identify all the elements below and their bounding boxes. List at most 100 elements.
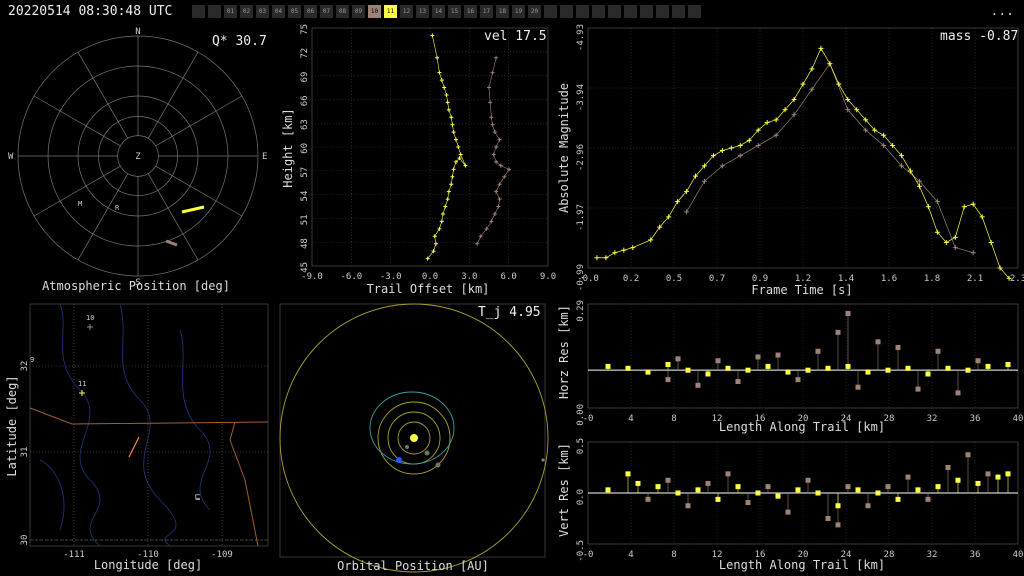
frame-cell[interactable]: 16 — [464, 5, 477, 18]
mag-ylabel: Absolute Magnitude — [557, 83, 571, 213]
frame-cell[interactable] — [192, 5, 205, 18]
mag-point — [961, 204, 967, 210]
mag-xtick: 1.8 — [924, 274, 940, 284]
vres-point — [655, 484, 661, 490]
frame-cell[interactable]: 11 — [384, 5, 397, 18]
frame-cell[interactable] — [624, 5, 637, 18]
frame-cell[interactable]: 20 — [528, 5, 541, 18]
frame-cell[interactable] — [656, 5, 669, 18]
vres-point — [675, 490, 681, 496]
frame-cell[interactable]: 04 — [272, 5, 285, 18]
vres-point — [875, 490, 881, 496]
height-ytick: 57 — [300, 167, 310, 178]
hres-point — [745, 367, 751, 373]
frame-cell[interactable]: 06 — [304, 5, 317, 18]
height-ylabel: Height [km] — [281, 108, 295, 187]
frame-cell[interactable]: 09 — [352, 5, 365, 18]
orbit-planet — [377, 401, 451, 475]
height-point — [450, 174, 455, 179]
hres-point — [825, 365, 831, 371]
height-point — [437, 70, 442, 75]
height-ytick: 66 — [300, 95, 310, 106]
station-label: 9 — [30, 356, 34, 364]
frame-cell[interactable] — [576, 5, 589, 18]
hres-xtick: 20 — [798, 414, 809, 424]
frame-cell[interactable] — [640, 5, 653, 18]
mag-point — [755, 127, 761, 133]
magnitude-plot[interactable]: -0.0 0.2 0.5 0.7 0.9 1.2 1.4 1.6 1.8 2.1 2.3 -0.99 -… — [576, 24, 1024, 291]
vres-xtick: 20 — [798, 550, 809, 560]
frame-cell[interactable]: 14 — [432, 5, 445, 18]
height-point — [492, 211, 497, 216]
hres-ylabel: Horz Res [km] — [557, 305, 571, 399]
height-point — [490, 70, 495, 75]
frame-cell[interactable]: 13 — [416, 5, 429, 18]
frame-cell[interactable]: 03 — [256, 5, 269, 18]
frame-selector[interactable]: 01 02 03 04 05 06 07 08 09 10 11 12 13 14 15 16 17 18 19 20 — [192, 5, 701, 19]
frame-cell[interactable] — [608, 5, 621, 18]
frame-cell[interactable]: 05 — [288, 5, 301, 18]
vres-xtick: 24 — [841, 550, 852, 560]
horz-res-plot[interactable]: -0 4 8 12 16 20 24 28 32 36 40 0.00 0.29 — [576, 300, 1023, 426]
height-point — [494, 145, 499, 149]
height-point — [449, 115, 454, 120]
compass-z: Z — [135, 152, 141, 162]
frame-cell[interactable]: 02 — [240, 5, 253, 18]
height-point — [494, 189, 499, 194]
hres-point — [975, 358, 981, 364]
frame-cell[interactable] — [592, 5, 605, 18]
frame-cell[interactable]: 15 — [448, 5, 461, 18]
frame-cell[interactable]: 19 — [512, 5, 525, 18]
vres-point — [975, 480, 981, 486]
map-frame — [29, 303, 269, 547]
mag-point — [881, 132, 887, 138]
map-plot[interactable]: -111 -110 -109 30 31 32 10 11 9 ⊑ — [20, 303, 269, 560]
map-xtick: -109 — [211, 550, 233, 560]
frame-cell[interactable]: 12 — [400, 5, 413, 18]
compass-e: E — [262, 152, 267, 162]
vres-point — [715, 496, 721, 502]
height-point — [451, 130, 456, 135]
mag-point — [952, 245, 958, 251]
height-point — [458, 152, 463, 157]
mag-xtick: 1.2 — [795, 274, 811, 284]
mag-point — [800, 81, 806, 87]
frame-cell[interactable] — [688, 5, 701, 18]
more-menu-button[interactable]: ... — [990, 4, 1014, 19]
map-border — [29, 407, 269, 425]
height-point — [489, 115, 494, 120]
frame-cell[interactable] — [208, 5, 221, 18]
frame-cell[interactable] — [560, 5, 573, 18]
height-ytick: 72 — [300, 48, 310, 59]
frame-cell[interactable]: 08 — [336, 5, 349, 18]
frame-cell[interactable]: 07 — [320, 5, 333, 18]
height-point — [446, 107, 451, 112]
mag-xtick: 0.9 — [752, 274, 768, 284]
hres-point — [695, 382, 701, 388]
frame-cell[interactable]: 10 — [368, 5, 381, 18]
height-plot[interactable]: -9.0 -6.0 -3.0 0.0 3.0 6.0 9.0 45 48 51 54 57 60 63 66… — [300, 24, 556, 282]
mag-ytick: -4.93 — [576, 24, 586, 51]
hres-point — [775, 352, 781, 358]
frame-cell[interactable] — [672, 5, 685, 18]
orbit-meteoroid — [369, 391, 455, 465]
height-ytick: 69 — [300, 72, 310, 83]
frame-cell[interactable]: 01 — [224, 5, 237, 18]
height-point — [450, 122, 455, 127]
frame-cell[interactable]: 17 — [480, 5, 493, 18]
orbit-plot[interactable] — [279, 303, 549, 573]
compass-w: W — [8, 152, 14, 162]
height-point — [496, 204, 501, 209]
vres-point — [685, 503, 691, 509]
mag-point — [809, 66, 815, 72]
height-xtick: -3.0 — [380, 272, 402, 282]
frame-cell[interactable]: 18 — [496, 5, 509, 18]
station-marker: M — [78, 200, 82, 208]
sky-plot[interactable]: N S E W Z M R — [8, 27, 267, 288]
vert-res-plot[interactable]: -0 4 8 12 16 20 24 28 32 36 40 -0.5 0.0 0.5 — [576, 438, 1023, 562]
mag-point — [934, 199, 940, 205]
frame-cell[interactable] — [544, 5, 557, 18]
height-point — [497, 197, 502, 202]
hres-point — [855, 384, 861, 390]
